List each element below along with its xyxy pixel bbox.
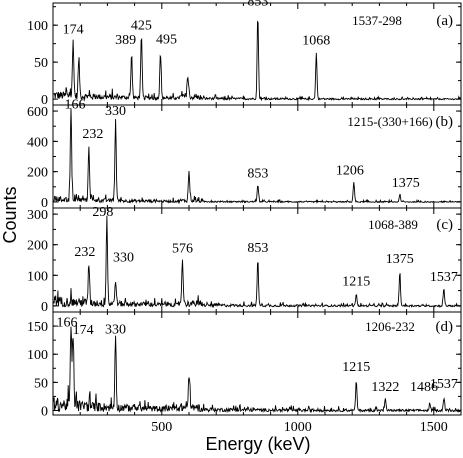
peak-label: 1486 bbox=[410, 380, 438, 395]
peak-label: 1215 bbox=[342, 360, 370, 375]
peak-label: 330 bbox=[113, 250, 134, 265]
peak-label: 1322 bbox=[371, 380, 399, 395]
peak-label: 330 bbox=[105, 104, 126, 119]
spectrum-line bbox=[53, 20, 462, 102]
y-tick-label: 400 bbox=[27, 135, 48, 150]
y-tick-label: 0 bbox=[41, 93, 48, 108]
peak-label: 389 bbox=[115, 33, 136, 48]
gate-label: 1068-389 bbox=[368, 217, 418, 232]
y-tick-label: 100 bbox=[27, 269, 48, 284]
peak-label: 576 bbox=[172, 242, 193, 257]
spectrum-line bbox=[53, 215, 462, 309]
peak-label: 1215 bbox=[342, 275, 370, 290]
panel-letter: (a) bbox=[436, 13, 453, 29]
y-tick-label: 0 bbox=[41, 300, 48, 315]
y-axis-title: Counts bbox=[0, 186, 20, 243]
y-tick-label: 0 bbox=[41, 404, 48, 419]
y-tick-label: 150 bbox=[27, 320, 48, 335]
panel-letter: (c) bbox=[436, 217, 453, 233]
y-tick-label: 0 bbox=[41, 196, 48, 211]
y-tick-label: 100 bbox=[27, 348, 48, 363]
panel-letter: (d) bbox=[436, 319, 454, 335]
y-tick-label: 50 bbox=[34, 56, 48, 71]
peak-label: 232 bbox=[74, 245, 95, 260]
panel-letter: (b) bbox=[436, 114, 454, 130]
peak-label: 853 bbox=[247, 167, 268, 182]
peak-label: 166 bbox=[56, 316, 77, 331]
peak-label: 174 bbox=[63, 23, 84, 38]
peak-label: 174 bbox=[73, 323, 94, 338]
peak-label: 166 bbox=[64, 98, 85, 113]
peak-label: 298 bbox=[92, 205, 113, 220]
gate-label: 1537-298 bbox=[352, 13, 402, 28]
x-tick-label: 500 bbox=[151, 420, 172, 435]
y-tick-label: 300 bbox=[27, 208, 48, 223]
peak-label: 1537 bbox=[430, 377, 458, 392]
y-tick-label: 100 bbox=[27, 19, 48, 34]
peak-label: 1537 bbox=[430, 270, 458, 285]
peak-label: 1375 bbox=[386, 252, 414, 267]
panel-frame bbox=[52, 311, 462, 416]
x-tick-label: 1000 bbox=[284, 420, 312, 435]
peak-label: 853 bbox=[247, 0, 268, 10]
y-tick-label: 600 bbox=[27, 105, 48, 120]
y-tick-label: 50 bbox=[34, 376, 48, 391]
peak-label: 232 bbox=[82, 127, 103, 142]
spectrum-line bbox=[53, 326, 462, 414]
y-tick-label: 200 bbox=[27, 166, 48, 181]
peak-label: 1375 bbox=[392, 176, 420, 191]
x-tick-label: 1500 bbox=[420, 420, 448, 435]
panel-c: 0 100 200 300 232 298 330 576 853 1215 1375 1537 106… bbox=[27, 205, 462, 315]
peak-label: 1206 bbox=[336, 163, 364, 178]
peak-label: 853 bbox=[247, 241, 268, 256]
y-tick-label: 200 bbox=[27, 239, 48, 254]
x-axis-title: Energy (keV) bbox=[205, 434, 310, 454]
peak-label: 425 bbox=[131, 19, 152, 34]
gate-label: 1206-232 bbox=[365, 319, 415, 334]
spectrum-line bbox=[53, 108, 462, 205]
peak-label: 330 bbox=[105, 323, 126, 338]
peak-label: 495 bbox=[156, 32, 177, 47]
peak-label: 1068 bbox=[302, 33, 330, 48]
gate-label: 1215-(330+166) bbox=[347, 114, 432, 129]
